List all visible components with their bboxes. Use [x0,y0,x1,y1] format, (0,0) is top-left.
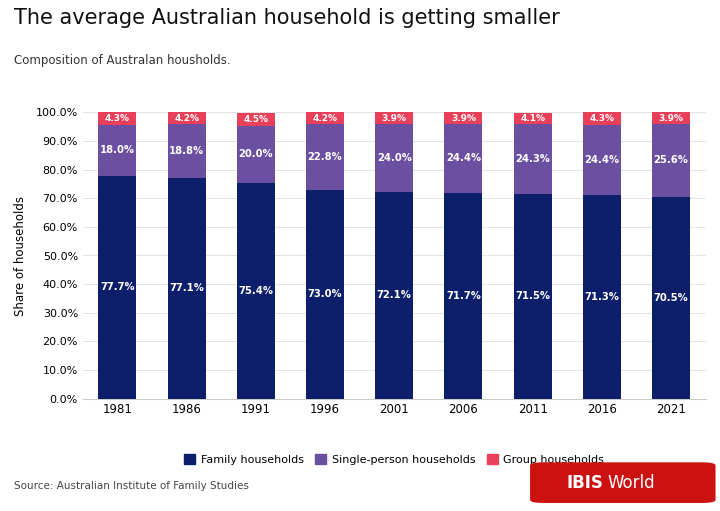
Bar [652,124,690,197]
Legend: Family households, Single-person households, Group households: Family households, Single-person househo… [180,450,608,469]
Text: 3.9%: 3.9% [382,113,407,123]
Text: The average Australian household is getting smaller: The average Australian household is gett… [14,8,560,28]
Bar [99,112,136,125]
Y-axis label: Share of households: Share of households [14,196,27,315]
Bar [306,112,344,125]
Text: World: World [608,474,655,492]
FancyBboxPatch shape [530,462,716,503]
Text: 4.2%: 4.2% [174,113,199,123]
Text: 4.3%: 4.3% [589,114,614,123]
Bar [306,125,344,190]
Text: 3.9%: 3.9% [451,113,476,123]
Bar [513,125,552,194]
Bar [513,194,552,399]
Text: 18.0%: 18.0% [100,146,135,155]
Text: 18.8%: 18.8% [169,146,204,156]
Bar [444,193,482,399]
Bar [513,113,552,125]
Bar [237,183,275,399]
Bar [375,112,413,124]
Text: 75.4%: 75.4% [238,286,274,296]
Bar [237,126,275,183]
Text: 71.7%: 71.7% [446,291,481,301]
Bar [444,124,482,193]
Bar [306,190,344,399]
Bar [444,112,482,124]
Text: 25.6%: 25.6% [654,155,688,165]
Text: 20.0%: 20.0% [238,149,273,159]
Bar [652,112,690,124]
Text: 77.1%: 77.1% [169,283,204,293]
Text: 22.8%: 22.8% [307,152,343,162]
Text: 4.1%: 4.1% [520,114,545,123]
Text: 24.3%: 24.3% [516,154,550,164]
Text: Source: Australian Institute of Family Studies: Source: Australian Institute of Family S… [14,480,249,491]
Text: 72.1%: 72.1% [377,290,412,300]
Text: 4.5%: 4.5% [243,114,269,124]
Text: IBIS: IBIS [566,474,603,492]
Text: 71.3%: 71.3% [585,292,619,301]
Bar [582,195,621,399]
Bar [99,176,136,399]
Text: 4.3%: 4.3% [105,114,130,123]
Text: 24.4%: 24.4% [446,153,481,164]
Bar [582,125,621,195]
Bar [375,124,413,192]
Text: 77.7%: 77.7% [100,283,135,292]
Bar [375,192,413,399]
Bar [168,178,206,399]
Bar [652,197,690,399]
Text: 70.5%: 70.5% [654,293,688,303]
Bar [99,125,136,176]
Text: 24.4%: 24.4% [584,155,619,165]
Bar [168,112,206,124]
Text: 4.2%: 4.2% [312,114,338,123]
Text: 24.0%: 24.0% [377,153,412,163]
Bar [168,124,206,178]
Bar [582,112,621,125]
Bar [237,113,275,126]
Text: Composition of Australan housholds.: Composition of Australan housholds. [14,54,231,66]
Text: 3.9%: 3.9% [659,113,683,123]
Text: 71.5%: 71.5% [515,291,550,301]
Text: 73.0%: 73.0% [307,289,342,299]
